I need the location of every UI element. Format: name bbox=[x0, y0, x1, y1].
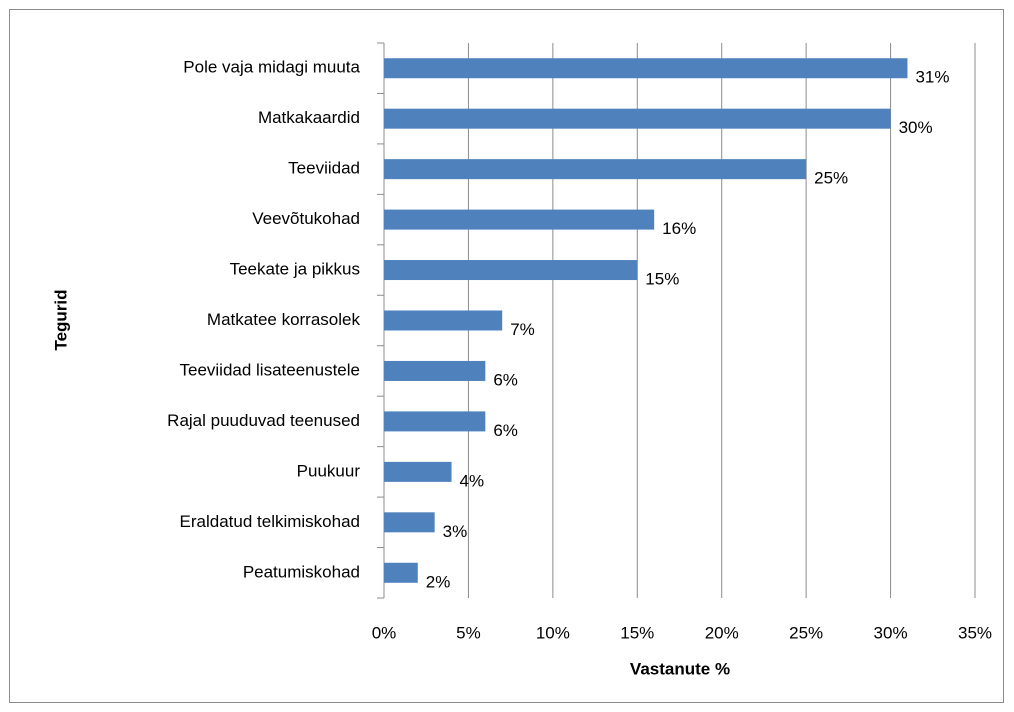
bar bbox=[384, 411, 486, 432]
data-label: 15% bbox=[645, 270, 679, 289]
y-tick-label: Peatumiskohad bbox=[243, 562, 360, 581]
data-label: 3% bbox=[443, 522, 468, 541]
data-label: 31% bbox=[915, 68, 949, 87]
x-tick-label: 15% bbox=[620, 623, 654, 642]
bar bbox=[384, 58, 908, 79]
bar bbox=[384, 461, 452, 482]
bar bbox=[384, 562, 418, 583]
data-label: 16% bbox=[662, 219, 696, 238]
data-label: 2% bbox=[426, 572, 451, 591]
y-tick-label: Veevõtukohad bbox=[252, 209, 360, 228]
y-tick-label: Matkatee korrasolek bbox=[207, 310, 361, 329]
y-tick-label: Pole vaja midagi muuta bbox=[183, 58, 360, 77]
data-label: 6% bbox=[493, 370, 518, 389]
x-tick-label: 10% bbox=[536, 623, 570, 642]
y-tick-label: Rajal puuduvad teenused bbox=[167, 411, 360, 430]
bar bbox=[384, 512, 435, 533]
x-tick-label: 5% bbox=[456, 623, 481, 642]
x-axis-title: Vastanute % bbox=[630, 659, 730, 678]
data-label: 4% bbox=[460, 471, 485, 490]
data-label: 25% bbox=[814, 169, 848, 188]
y-tick-label: Matkakaardid bbox=[258, 108, 360, 127]
y-tick-label: Teekate ja pikkus bbox=[230, 260, 360, 279]
x-tick-label: 35% bbox=[958, 623, 992, 642]
y-axis-title: Tegurid bbox=[51, 289, 70, 350]
data-label: 6% bbox=[493, 421, 518, 440]
bar bbox=[384, 159, 807, 180]
bar bbox=[384, 108, 891, 129]
data-label: 30% bbox=[899, 118, 933, 137]
y-tick-label: Eraldatud telkimiskohad bbox=[180, 512, 360, 531]
y-tick-label: Teeviidad bbox=[288, 159, 360, 178]
x-tick-label: 30% bbox=[874, 623, 908, 642]
bar bbox=[384, 209, 655, 230]
bar bbox=[384, 260, 638, 281]
x-tick-label: 25% bbox=[789, 623, 823, 642]
x-tick-label: 0% bbox=[372, 623, 397, 642]
bar bbox=[384, 360, 486, 381]
bar bbox=[384, 310, 503, 331]
y-tick-label: Puukuur bbox=[297, 461, 361, 480]
y-tick-label: Teeviidad lisateenustele bbox=[179, 360, 360, 379]
data-label: 7% bbox=[510, 320, 535, 339]
x-tick-label: 20% bbox=[705, 623, 739, 642]
